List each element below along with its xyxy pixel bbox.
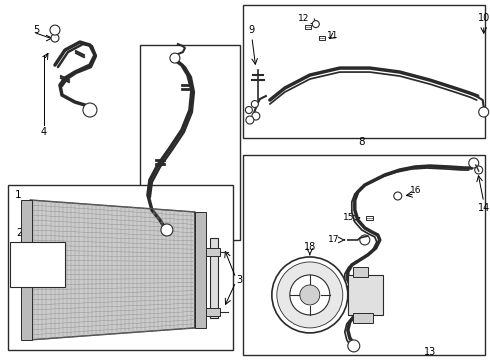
Circle shape	[300, 285, 320, 305]
Circle shape	[161, 224, 173, 236]
Circle shape	[469, 158, 479, 168]
Bar	[21, 200, 32, 340]
Text: 13: 13	[424, 347, 436, 357]
Bar	[348, 275, 383, 315]
Circle shape	[22, 249, 54, 281]
Circle shape	[394, 192, 402, 200]
Text: 7: 7	[202, 223, 208, 233]
Circle shape	[245, 107, 252, 113]
Circle shape	[51, 34, 59, 42]
Bar	[210, 238, 218, 318]
Circle shape	[83, 103, 97, 117]
Circle shape	[252, 112, 260, 120]
Circle shape	[312, 21, 319, 28]
Circle shape	[475, 166, 483, 174]
Text: 3: 3	[237, 275, 243, 285]
Circle shape	[272, 257, 348, 333]
Circle shape	[246, 116, 254, 124]
Text: 16: 16	[410, 186, 421, 195]
Bar	[243, 5, 485, 138]
Circle shape	[251, 100, 258, 108]
Text: 9: 9	[249, 25, 255, 35]
Bar	[206, 248, 220, 256]
Circle shape	[170, 53, 180, 63]
Text: ©oo: ©oo	[29, 260, 47, 269]
Text: 17: 17	[328, 235, 340, 244]
Bar	[140, 45, 240, 240]
Text: 10: 10	[478, 13, 490, 23]
Circle shape	[479, 107, 489, 117]
Bar	[243, 155, 485, 355]
Text: 4: 4	[41, 127, 47, 137]
Circle shape	[360, 235, 370, 245]
Text: 2: 2	[16, 228, 22, 238]
Text: 14: 14	[478, 203, 490, 213]
Text: 1: 1	[15, 190, 21, 200]
Text: 12: 12	[298, 14, 310, 23]
Circle shape	[277, 262, 343, 328]
Text: 18: 18	[304, 242, 316, 252]
Bar	[367, 216, 373, 220]
Text: 5: 5	[33, 25, 39, 35]
Circle shape	[290, 275, 330, 315]
Circle shape	[28, 255, 48, 275]
Bar	[195, 212, 206, 328]
Text: 6: 6	[165, 243, 171, 253]
Circle shape	[50, 25, 60, 35]
Bar	[8, 185, 233, 350]
Bar	[353, 267, 368, 277]
Text: 8: 8	[359, 137, 365, 147]
Bar	[10, 242, 65, 287]
Bar	[305, 25, 311, 29]
Circle shape	[348, 340, 360, 352]
Polygon shape	[30, 200, 195, 340]
Bar	[206, 308, 220, 316]
Bar	[319, 36, 325, 40]
Text: 15: 15	[343, 213, 355, 222]
Bar	[353, 313, 373, 323]
Text: 11: 11	[327, 31, 339, 40]
